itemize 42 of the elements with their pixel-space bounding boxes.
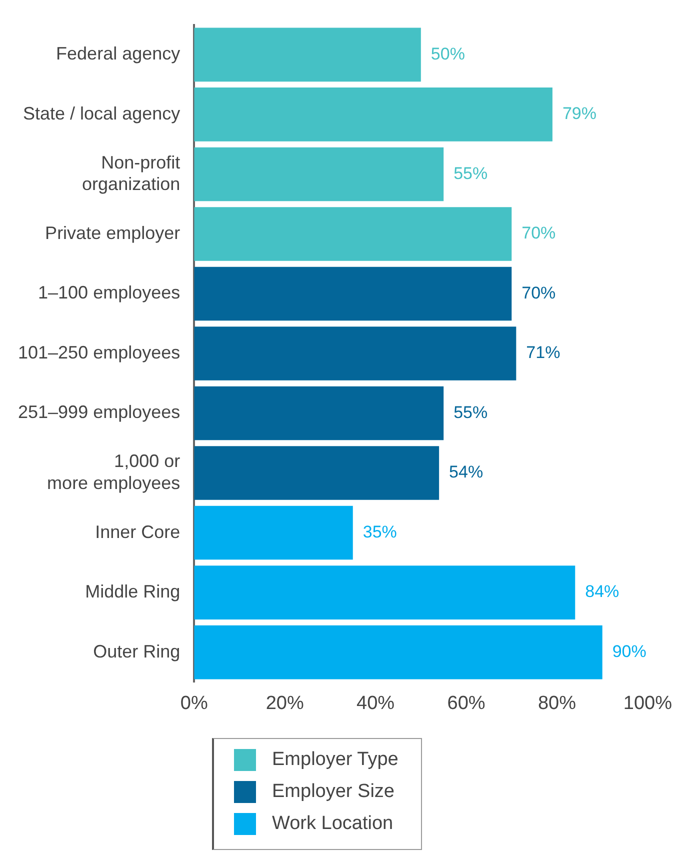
legend-label: Work Location (272, 813, 394, 835)
y-tick-label: 101–250 employees (18, 342, 180, 362)
y-tick-label: 1,000 or more employees (47, 451, 180, 493)
legend-label: Employer Type (272, 749, 398, 771)
bar (194, 266, 512, 321)
bar (194, 28, 421, 82)
data-label: 90% (612, 642, 646, 662)
y-tick-label: Federal agency (56, 44, 180, 64)
legend-label: Employer Size (272, 781, 394, 803)
x-tick-label: 100% (623, 692, 672, 714)
x-tick-label: 0% (180, 692, 208, 714)
data-label: 79% (562, 104, 596, 124)
x-tick-label: 40% (356, 692, 395, 714)
y-tick-label: 251–999 employees (18, 402, 180, 422)
y-tick-label: 1–100 employees (38, 282, 180, 303)
bar (194, 147, 444, 202)
bar (194, 506, 353, 560)
bar (194, 386, 444, 440)
data-label: 71% (526, 343, 560, 362)
bar (194, 566, 576, 620)
data-label: 54% (449, 462, 484, 482)
y-tick-label: Non-profit organization (82, 152, 180, 194)
y-tick-label: Middle Ring (85, 582, 180, 602)
y-tick-label: Inner Core (95, 522, 180, 542)
x-tick-label: 80% (538, 692, 576, 714)
y-tick-label: Private employer (45, 222, 180, 243)
bar (194, 207, 512, 261)
bar (194, 88, 552, 142)
x-tick-label: 60% (447, 692, 486, 714)
data-label: 55% (454, 164, 488, 183)
data-label: 55% (454, 402, 488, 422)
bar (194, 446, 440, 500)
data-label: 50% (430, 44, 465, 64)
data-label: 70% (522, 224, 556, 243)
bar (194, 625, 602, 680)
data-label: 35% (362, 522, 397, 542)
x-tick-label: 20% (266, 692, 304, 714)
y-tick-label: State / local agency (23, 103, 180, 124)
y-tick-label: Outer Ring (93, 641, 180, 662)
data-label: 84% (585, 582, 620, 602)
bar (194, 326, 516, 380)
data-label: 70% (522, 283, 556, 302)
